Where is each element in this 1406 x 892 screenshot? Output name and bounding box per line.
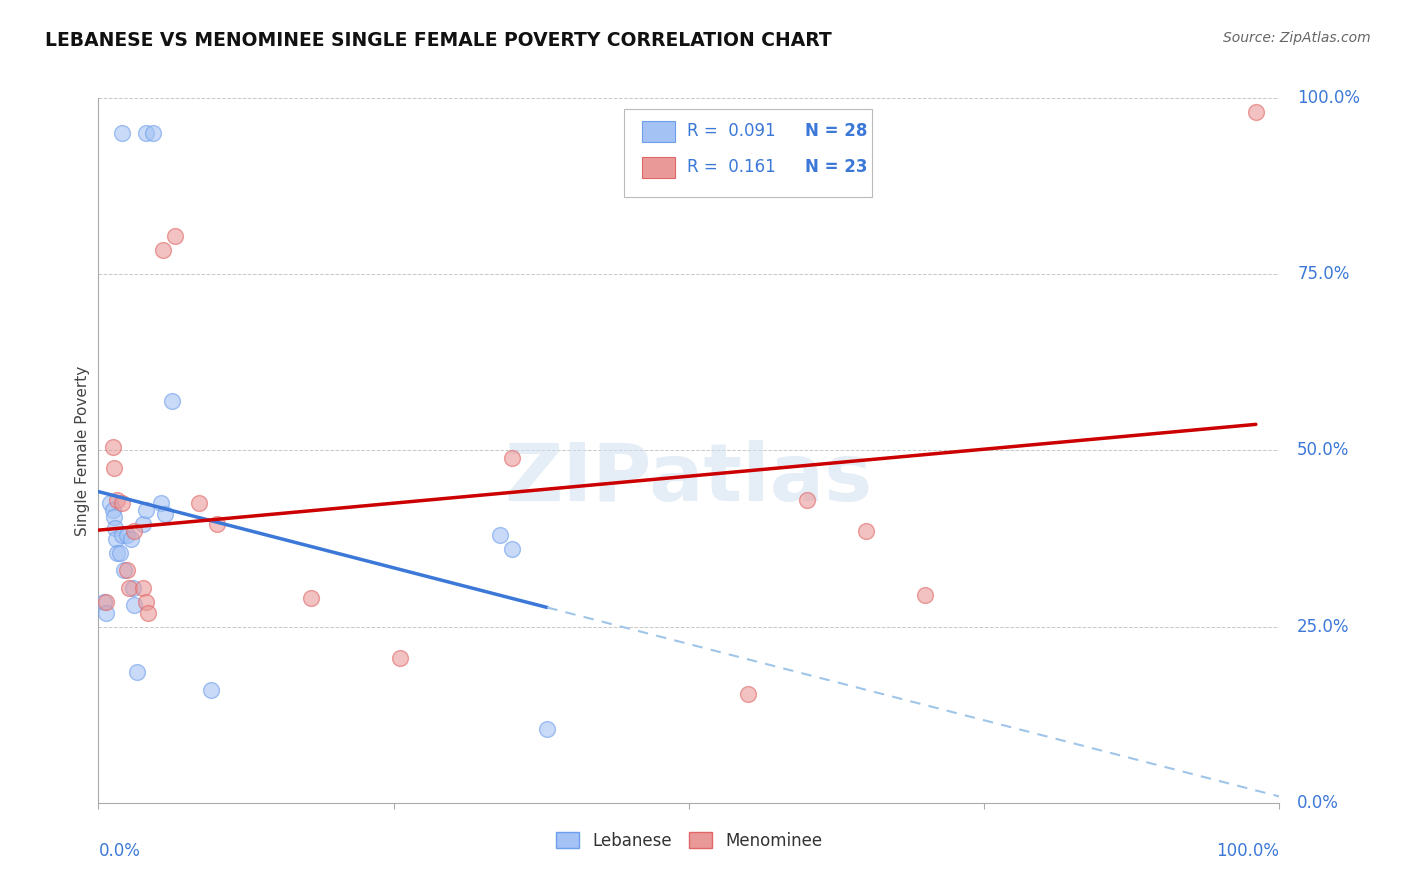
- Point: [132, 517, 155, 532]
- Point: [1244, 105, 1267, 120]
- Point: [132, 581, 155, 595]
- Point: [98, 496, 121, 510]
- Text: N = 23: N = 23: [804, 158, 868, 177]
- Point: [150, 496, 173, 510]
- Point: [135, 127, 157, 141]
- Point: [104, 521, 127, 535]
- Point: [94, 595, 117, 609]
- Point: [103, 510, 125, 524]
- Legend: Lebanese, Menominee: Lebanese, Menominee: [548, 825, 830, 856]
- Point: [111, 496, 134, 510]
- Point: [501, 450, 523, 465]
- Point: [127, 665, 149, 680]
- Text: R =  0.091: R = 0.091: [686, 122, 775, 140]
- Point: [105, 532, 128, 546]
- Point: [108, 546, 131, 560]
- Point: [103, 461, 125, 475]
- Point: [489, 528, 512, 542]
- Text: Source: ZipAtlas.com: Source: ZipAtlas.com: [1223, 31, 1371, 45]
- Text: R =  0.161: R = 0.161: [686, 158, 775, 177]
- Text: 100.0%: 100.0%: [1216, 841, 1279, 860]
- Point: [93, 595, 115, 609]
- Point: [112, 563, 135, 577]
- Text: ZIPatlas: ZIPatlas: [505, 440, 873, 517]
- Y-axis label: Single Female Poverty: Single Female Poverty: [75, 366, 90, 535]
- Point: [101, 440, 124, 454]
- Point: [152, 243, 174, 257]
- Point: [388, 651, 411, 665]
- Point: [105, 546, 128, 560]
- Point: [118, 581, 141, 595]
- Point: [187, 496, 209, 510]
- Point: [855, 524, 877, 539]
- Text: 25.0%: 25.0%: [1298, 617, 1350, 636]
- Point: [94, 606, 117, 620]
- Point: [122, 524, 145, 539]
- Point: [111, 528, 134, 542]
- Point: [115, 563, 138, 577]
- Text: 50.0%: 50.0%: [1298, 442, 1350, 459]
- Text: N = 28: N = 28: [804, 122, 868, 140]
- Point: [501, 542, 523, 557]
- Point: [122, 599, 145, 613]
- Point: [136, 606, 159, 620]
- Point: [135, 503, 157, 517]
- Point: [121, 581, 143, 595]
- Point: [142, 127, 165, 141]
- Point: [299, 591, 322, 606]
- Point: [115, 528, 138, 542]
- Point: [135, 595, 157, 609]
- FancyBboxPatch shape: [641, 120, 675, 142]
- Point: [200, 683, 222, 698]
- FancyBboxPatch shape: [641, 157, 675, 178]
- FancyBboxPatch shape: [624, 109, 872, 197]
- Point: [160, 394, 183, 409]
- Point: [165, 228, 187, 243]
- Text: 0.0%: 0.0%: [98, 841, 141, 860]
- Text: 0.0%: 0.0%: [1298, 794, 1339, 812]
- Point: [105, 492, 128, 507]
- Text: 75.0%: 75.0%: [1298, 265, 1350, 284]
- Point: [796, 492, 818, 507]
- Point: [205, 517, 228, 532]
- Point: [101, 503, 124, 517]
- Point: [737, 687, 759, 701]
- Point: [914, 588, 936, 602]
- Point: [153, 507, 176, 521]
- Point: [536, 722, 558, 736]
- Point: [111, 127, 134, 141]
- Text: 100.0%: 100.0%: [1298, 89, 1360, 107]
- Text: LEBANESE VS MENOMINEE SINGLE FEMALE POVERTY CORRELATION CHART: LEBANESE VS MENOMINEE SINGLE FEMALE POVE…: [45, 31, 832, 50]
- Point: [121, 532, 143, 546]
